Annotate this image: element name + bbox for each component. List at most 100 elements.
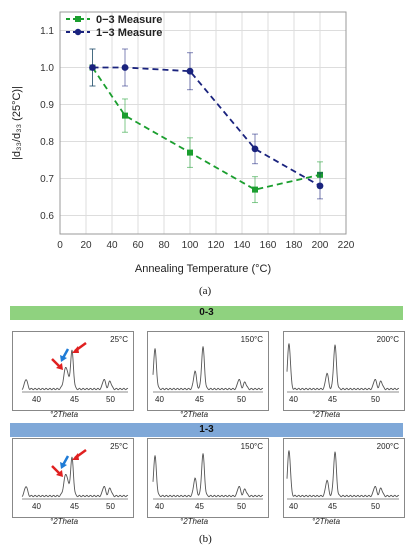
legend-marker-03 bbox=[75, 16, 81, 22]
legend: 0−3 Measure 1−3 Measure bbox=[66, 14, 162, 39]
xrd-temp: 200°C bbox=[376, 442, 399, 451]
xrd-xlabel: °2Theta bbox=[312, 517, 341, 526]
red-arrow-head bbox=[72, 453, 79, 460]
red-arrow-head bbox=[72, 346, 79, 353]
x-axis-title: Annealing Temperature (°C) bbox=[135, 263, 271, 275]
data-point bbox=[122, 112, 128, 119]
xrd-tick-50: 50 bbox=[237, 502, 246, 511]
plot-frame bbox=[59, 11, 347, 235]
xrd-tick-50: 50 bbox=[106, 502, 115, 511]
x-tick-label: 60 bbox=[132, 240, 144, 251]
data-point bbox=[251, 145, 259, 153]
xrd-frame bbox=[12, 331, 134, 411]
xrd-tick-40: 40 bbox=[32, 502, 41, 511]
xrd-temp: 150°C bbox=[240, 442, 263, 451]
xrd-tick-50: 50 bbox=[106, 395, 115, 404]
xrd-trace bbox=[21, 456, 129, 498]
xrd-plot bbox=[283, 331, 405, 411]
x-tick-label: 140 bbox=[234, 240, 251, 251]
data-point bbox=[186, 67, 194, 75]
xrd-tick-40: 40 bbox=[289, 395, 298, 404]
data-point bbox=[187, 149, 193, 156]
xrd-temp: 25°C bbox=[110, 442, 128, 451]
y-tick-labels: 0.6 0.7 0.8 0.9 1.0 1.1 bbox=[40, 26, 54, 222]
xrd-temp: 200°C bbox=[376, 335, 399, 344]
series-line-1 bbox=[92, 66, 321, 187]
x-tick-label: 80 bbox=[158, 240, 170, 251]
xrd-tick-45: 45 bbox=[328, 502, 337, 511]
xrd-tick-50: 50 bbox=[371, 395, 380, 404]
xrd-plot bbox=[147, 438, 269, 518]
xrd-tick-40: 40 bbox=[155, 395, 164, 404]
y-tick-label: 0.6 bbox=[40, 211, 54, 222]
x-tick-label: 200 bbox=[312, 240, 329, 251]
x-tick-label: 40 bbox=[106, 240, 118, 251]
annealing-chart: 0 20 40 60 80 100 120 140 160 180 200 220 0.6 0.7 0.8… bbox=[11, 11, 355, 275]
legend-label-03: 0−3 Measure bbox=[96, 14, 162, 26]
chart-gridlines bbox=[60, 12, 346, 234]
xrd-tick-45: 45 bbox=[328, 395, 337, 404]
xrd-tick-40: 40 bbox=[32, 395, 41, 404]
caption-b: (b) bbox=[199, 533, 212, 545]
y-tick-label: 1.0 bbox=[40, 63, 54, 74]
x-tick-label: 0 bbox=[57, 240, 63, 251]
xrd-tick-40: 40 bbox=[289, 502, 298, 511]
y-tick-label: 1.1 bbox=[40, 26, 54, 37]
xrd-plot bbox=[12, 438, 134, 518]
xrd-panel-13-150: 150°C 40 45 50 bbox=[147, 438, 269, 518]
xrd-panel-03-200: 200°C 40 45 50 bbox=[283, 331, 405, 411]
blue-arrow-head bbox=[60, 355, 67, 362]
xrd-plot bbox=[283, 438, 405, 518]
x-tick-label: 160 bbox=[260, 240, 277, 251]
xrd-frame bbox=[12, 438, 134, 518]
data-point bbox=[121, 64, 129, 71]
xrd-tick-45: 45 bbox=[195, 502, 204, 511]
x-tick-label: 180 bbox=[286, 240, 303, 251]
blue-arrow-icon bbox=[61, 348, 70, 359]
xrd-trace bbox=[152, 346, 264, 391]
legend-marker-13 bbox=[74, 28, 82, 36]
x-tick-label: 220 bbox=[338, 240, 355, 251]
x-tick-label: 20 bbox=[80, 240, 92, 251]
xrd-frame bbox=[147, 438, 269, 518]
xrd-panel-13-200: 200°C 40 45 50 bbox=[283, 438, 405, 518]
band-1-3: 1-3 bbox=[10, 423, 403, 437]
xrd-trace bbox=[21, 349, 129, 391]
x-tick-label: 120 bbox=[208, 240, 225, 251]
xrd-panel-03-25: 25°C 40 45 50 bbox=[12, 331, 134, 411]
xrd-xlabel: °2Theta bbox=[50, 517, 79, 526]
xrd-trace bbox=[152, 453, 264, 498]
y-axis-title: |d₃₃/d₃₃ (25°C)| bbox=[11, 86, 23, 160]
xrd-tick-45: 45 bbox=[195, 395, 204, 404]
blue-arrow-icon bbox=[61, 455, 70, 466]
y-tick-label: 0.9 bbox=[40, 100, 54, 111]
xrd-xlabel: °2Theta bbox=[180, 410, 209, 419]
xrd-tick-50: 50 bbox=[237, 395, 246, 404]
xrd-temp: 150°C bbox=[240, 335, 263, 344]
xrd-trace bbox=[286, 343, 400, 391]
xrd-tick-45: 45 bbox=[70, 395, 79, 404]
xrd-temp: 25°C bbox=[110, 335, 128, 344]
series-layer bbox=[89, 48, 324, 204]
data-point bbox=[316, 182, 324, 190]
data-point bbox=[252, 186, 258, 193]
caption-a: (a) bbox=[199, 285, 212, 297]
xrd-frame bbox=[147, 331, 269, 411]
xrd-tick-50: 50 bbox=[371, 502, 380, 511]
xrd-frame bbox=[283, 438, 405, 518]
xrd-frame bbox=[283, 331, 405, 411]
xrd-xlabel: °2Theta bbox=[50, 410, 79, 419]
y-tick-label: 0.7 bbox=[40, 174, 54, 185]
xrd-tick-40: 40 bbox=[155, 502, 164, 511]
x-tick-label: 100 bbox=[182, 240, 199, 251]
band-0-3: 0-3 bbox=[10, 306, 403, 320]
red-arrow-head bbox=[56, 470, 63, 477]
legend-label-13: 1−3 Measure bbox=[96, 27, 162, 39]
xrd-plot bbox=[147, 331, 269, 411]
xrd-trace bbox=[286, 450, 400, 498]
xrd-panel-03-150: 150°C 40 45 50 bbox=[147, 331, 269, 411]
red-arrow-icon bbox=[51, 465, 61, 475]
red-arrow-head bbox=[56, 363, 63, 370]
xrd-plot bbox=[12, 331, 134, 411]
blue-arrow-head bbox=[60, 462, 67, 469]
